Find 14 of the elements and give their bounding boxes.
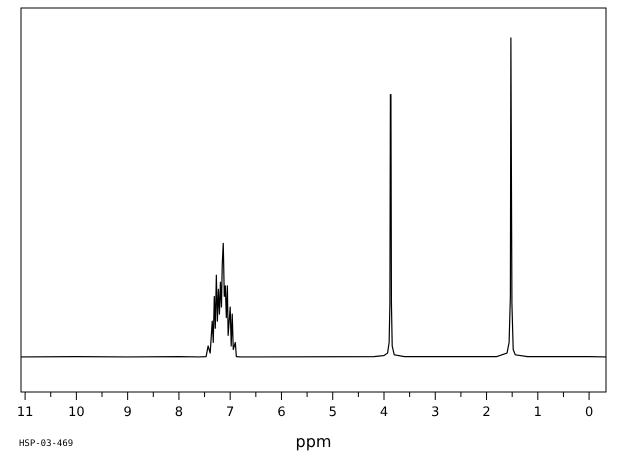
- x-tick-label: 7: [226, 405, 234, 420]
- x-tick-label: 3: [431, 405, 440, 420]
- x-tick-label: 1: [534, 405, 542, 420]
- x-tick-label: 5: [328, 405, 337, 420]
- text: HSP-03-469: [19, 439, 74, 449]
- x-tick-label: 4: [380, 405, 388, 420]
- x-tick-label: 8: [174, 405, 184, 420]
- x-tick-label: 2: [482, 405, 491, 420]
- x-tick-label: 0: [584, 405, 594, 420]
- x-tick-label: 11: [16, 405, 34, 420]
- x-tick-label: 9: [124, 405, 132, 420]
- x-axis-title: ppm: [296, 432, 332, 451]
- x-tick-label: 6: [277, 405, 286, 420]
- x-tick-label: 10: [68, 405, 85, 420]
